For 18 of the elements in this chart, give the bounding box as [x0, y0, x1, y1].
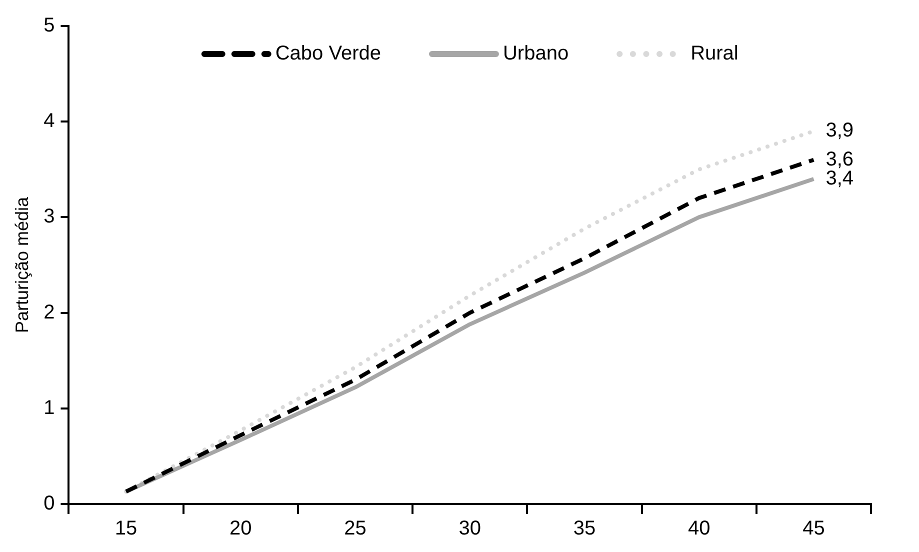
legend-label: Urbano [502, 42, 569, 65]
y-tick-label: 0 [44, 492, 55, 515]
y-tick-label: 1 [44, 396, 55, 419]
legend-label: Cabo Verde [275, 42, 381, 65]
y-axis-title: Parturição média [12, 196, 32, 334]
x-tick-label: 35 [573, 518, 596, 540]
legend-label: Rural [690, 42, 738, 65]
x-tick-label: 40 [688, 518, 710, 540]
x-tick-label: 25 [344, 518, 366, 540]
x-tick-label: 20 [230, 518, 252, 540]
y-tick-label: 4 [44, 110, 55, 132]
x-tick-label: 15 [114, 518, 138, 540]
data-label: 3,9 [826, 120, 854, 142]
y-tick-label: 3 [44, 206, 55, 228]
x-tick-label: 30 [458, 518, 481, 540]
y-tick-label: 5 [44, 14, 55, 37]
y-tick-label: 2 [44, 301, 55, 324]
x-tick-label: 45 [802, 518, 825, 540]
